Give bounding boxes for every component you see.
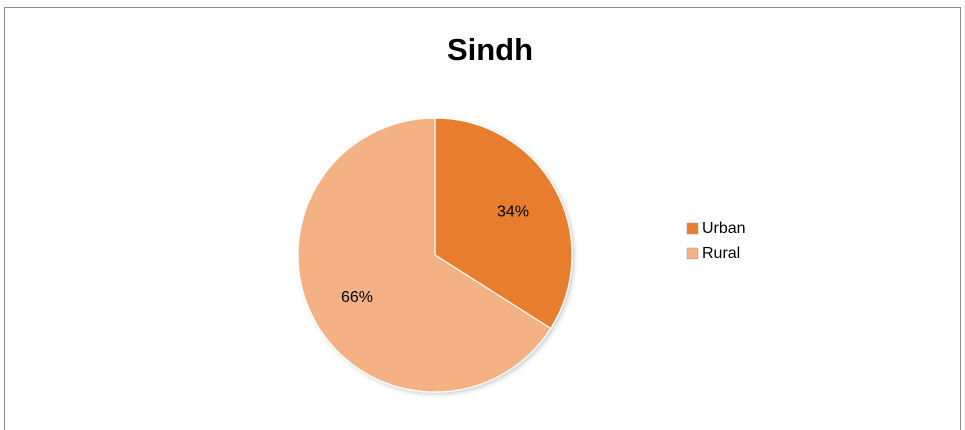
data-label: 34% — [497, 203, 529, 220]
legend-swatch — [686, 222, 699, 235]
pie — [297, 117, 573, 393]
pie-slice — [297, 117, 552, 393]
legend-swatch — [686, 247, 699, 260]
pie-slice — [434, 117, 573, 330]
legend-label: Urban — [702, 220, 746, 237]
data-label: 66% — [341, 289, 373, 306]
legend-label: Rural — [702, 245, 740, 262]
chart-title: Sindh — [447, 32, 533, 67]
